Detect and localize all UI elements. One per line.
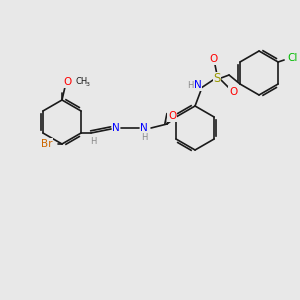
Text: H: H	[141, 133, 147, 142]
Text: N: N	[140, 123, 148, 133]
Text: Cl: Cl	[287, 53, 297, 63]
Text: CH: CH	[75, 77, 87, 86]
Text: H: H	[90, 136, 96, 146]
Text: O: O	[209, 54, 217, 64]
Text: O: O	[168, 111, 176, 121]
Text: S: S	[213, 73, 221, 85]
Text: 3: 3	[86, 82, 90, 88]
Text: N: N	[194, 80, 202, 90]
Text: H: H	[187, 80, 193, 89]
Text: Br: Br	[41, 139, 53, 149]
Text: O: O	[64, 77, 72, 87]
Text: N: N	[112, 123, 120, 133]
Text: O: O	[229, 87, 237, 97]
